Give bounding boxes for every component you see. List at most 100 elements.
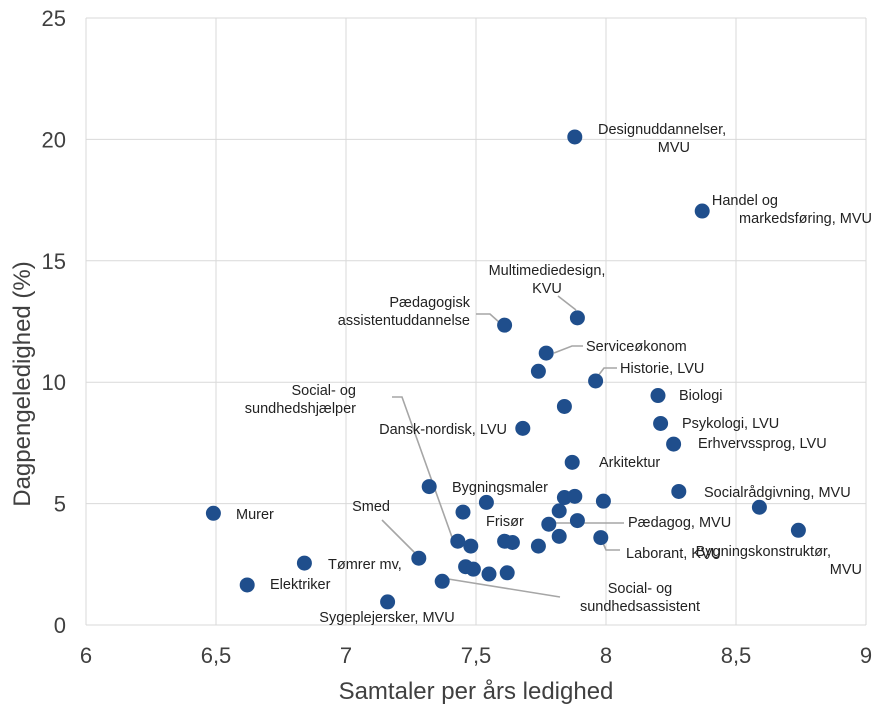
x-tick-label: 6 bbox=[80, 643, 92, 668]
point-label: Arkitektur bbox=[599, 455, 660, 471]
point-label-line: Sygeplejersker, MVU bbox=[319, 610, 454, 626]
data-point bbox=[530, 363, 546, 379]
point-label-line: Tømrer mv, bbox=[328, 557, 402, 573]
point-label: Laborant, KVU bbox=[626, 546, 721, 562]
point-label: Psykologi, LVU bbox=[682, 416, 779, 432]
point-label-line: MVU bbox=[830, 562, 862, 578]
data-point bbox=[205, 505, 221, 521]
point-label: Multimediedesign, KVU bbox=[489, 263, 606, 297]
point-label-line: Handel og bbox=[712, 193, 778, 209]
data-point bbox=[567, 488, 583, 504]
point-label: Biologi bbox=[679, 388, 723, 404]
point-label: Bygningskonstruktør, MVU bbox=[696, 544, 862, 578]
data-point bbox=[450, 533, 466, 549]
data-point bbox=[650, 388, 666, 404]
point-label-line: MVU bbox=[658, 140, 690, 156]
point-label: Social- og sundhedshjælper bbox=[245, 383, 356, 417]
data-point bbox=[569, 310, 585, 326]
y-tick-label: 20 bbox=[42, 127, 66, 152]
data-point bbox=[481, 566, 497, 582]
data-point bbox=[380, 594, 396, 610]
leader-line bbox=[597, 367, 617, 377]
point-label-line: Bygningskonstruktør, bbox=[696, 544, 831, 560]
y-axis-title: Dagpengeledighed (%) bbox=[9, 261, 36, 507]
data-point bbox=[790, 522, 806, 538]
point-label-line: Smed bbox=[352, 499, 390, 515]
data-point bbox=[666, 436, 682, 452]
data-point bbox=[671, 483, 687, 499]
point-label-line: Social- og bbox=[292, 383, 356, 399]
data-point bbox=[694, 203, 710, 219]
point-labels: Designuddannelser, MVU Handel og markedsfør… bbox=[236, 122, 872, 626]
data-point bbox=[564, 454, 580, 470]
gridlines bbox=[85, 17, 867, 626]
point-label-line: Pædagogisk bbox=[389, 295, 470, 311]
point-label: Smed bbox=[352, 499, 390, 515]
point-label-line: Elektriker bbox=[270, 577, 331, 593]
point-label-line: Social- og bbox=[608, 581, 672, 597]
point-label: Pædagog, MVU bbox=[628, 515, 731, 531]
point-label: Socialrådgivning, MVU bbox=[704, 485, 851, 501]
data-point bbox=[499, 565, 515, 581]
point-label-line: Serviceøkonom bbox=[586, 339, 687, 355]
point-label: Serviceøkonom bbox=[586, 339, 687, 355]
data-point bbox=[530, 538, 546, 554]
data-point bbox=[551, 503, 567, 519]
point-label-line: Designuddannelser, bbox=[598, 122, 726, 138]
point-label-line: Historie, LVU bbox=[620, 361, 704, 377]
leader-line bbox=[381, 519, 419, 557]
point-label: Historie, LVU bbox=[620, 361, 704, 377]
data-point bbox=[541, 516, 557, 532]
data-point bbox=[588, 373, 604, 389]
leader-line bbox=[476, 313, 501, 324]
data-point bbox=[421, 479, 437, 495]
x-tick-label: 7,5 bbox=[461, 643, 492, 668]
data-point bbox=[504, 534, 520, 550]
data-point bbox=[551, 528, 567, 544]
point-label-line: Laborant, KVU bbox=[626, 546, 721, 562]
point-label-line: markedsføring, MVU bbox=[739, 211, 872, 227]
point-label-line: Dansk-nordisk, LVU bbox=[379, 422, 507, 438]
point-label-line: Arkitektur bbox=[599, 455, 660, 471]
point-label-line: assistentuddannelse bbox=[338, 313, 470, 329]
point-label-line: Socialrådgivning, MVU bbox=[704, 485, 851, 501]
point-label-line: KVU bbox=[532, 281, 562, 297]
point-label-line: sundhedshjælper bbox=[245, 401, 356, 417]
data-point bbox=[515, 420, 531, 436]
point-label-line: Bygningsmaler bbox=[452, 480, 548, 496]
data-point bbox=[239, 577, 255, 593]
data-points bbox=[205, 129, 806, 610]
data-point bbox=[567, 129, 583, 145]
point-label-line: Biologi bbox=[679, 388, 723, 404]
data-point bbox=[653, 415, 669, 431]
point-label: Murer bbox=[236, 507, 274, 523]
point-label: Handel og markedsføring, MVU bbox=[712, 193, 872, 227]
y-tick-label: 25 bbox=[42, 6, 66, 31]
point-label: Erhvervssprog, LVU bbox=[698, 436, 827, 452]
data-point bbox=[465, 561, 481, 577]
y-tick-label: 10 bbox=[42, 370, 66, 395]
point-label: Pædagogisk assistentuddannelse bbox=[338, 295, 471, 329]
point-label: Tømrer mv, bbox=[328, 557, 402, 573]
x-tick-label: 7 bbox=[340, 643, 352, 668]
data-point bbox=[595, 493, 611, 509]
point-label-line: Murer bbox=[236, 507, 274, 523]
data-point bbox=[463, 538, 479, 554]
data-point bbox=[751, 499, 767, 515]
point-label-line: Frisør bbox=[486, 514, 524, 530]
data-point bbox=[455, 504, 471, 520]
point-label-line: Psykologi, LVU bbox=[682, 416, 779, 432]
point-label: Frisør bbox=[486, 514, 524, 530]
point-label-line: Erhvervssprog, LVU bbox=[698, 436, 827, 452]
data-point bbox=[434, 573, 450, 589]
data-point bbox=[556, 398, 572, 414]
x-tick-label: 9 bbox=[860, 643, 872, 668]
x-tick-label: 8,5 bbox=[721, 643, 752, 668]
leader-line bbox=[441, 577, 561, 598]
y-tick-label: 5 bbox=[54, 492, 66, 517]
x-tick-label: 8 bbox=[600, 643, 612, 668]
point-label: Dansk-nordisk, LVU bbox=[379, 422, 507, 438]
point-label: Designuddannelser, MVU bbox=[598, 122, 726, 156]
leader-line bbox=[557, 295, 577, 311]
